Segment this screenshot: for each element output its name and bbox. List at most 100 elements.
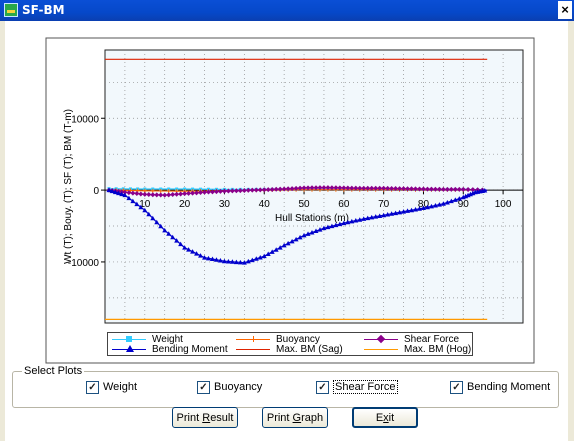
data-point-shear-force [409,186,415,192]
data-point-bending-moment [452,197,458,202]
data-point-bending-moment [116,190,122,196]
data-point-shear-force [174,191,180,197]
y-tick-label: -10000 [68,258,100,269]
print-result-button[interactable]: Print Result [172,407,238,428]
data-point-bending-moment [345,219,351,225]
plot-area [104,49,524,324]
data-point-shear-force [405,186,411,192]
data-point-shear-force [273,186,279,192]
data-point-shear-force [142,191,148,197]
exit-button[interactable]: Exit [352,407,418,428]
x-tick-label: 60 [338,199,350,210]
exit-text-end: it [388,412,395,424]
data-point-shear-force [265,187,271,193]
x-tick-label: 40 [259,199,271,210]
checkbox-check-icon[interactable]: ✓ [316,381,329,394]
data-point-shear-force [401,186,407,192]
data-point-shear-force [448,186,454,192]
data-point-bending-moment [405,208,411,213]
x-tick-label: 10 [139,199,151,210]
data-point-shear-force [416,186,422,192]
data-point-bending-moment [317,227,323,232]
data-point-shear-force [369,185,375,191]
data-point-bending-moment [377,213,383,218]
data-point-shear-force [257,187,263,193]
data-point-shear-force [249,187,255,193]
data-point-weight [191,187,195,191]
data-point-shear-force [202,189,208,195]
data-point-bending-moment [401,209,407,214]
checkbox-check-icon[interactable]: ✓ [450,381,463,394]
legend-max-bm-hog-line [364,349,398,350]
data-point-shear-force [194,190,200,196]
data-point-shear-force [297,185,303,191]
data-point-bending-moment [142,207,148,213]
data-point-bending-moment [381,212,387,218]
data-point-shear-force [213,189,219,195]
data-point-shear-force [373,185,379,191]
data-point-shear-force [277,186,283,192]
data-point-bending-moment [329,223,335,229]
data-point-shear-force [221,188,227,194]
data-point-bending-moment [301,232,307,238]
data-point-bending-moment [333,222,339,228]
legend-shear-force-label: Shear Force [404,334,460,345]
select-plots-title: Select Plots [22,365,85,377]
data-point-bending-moment [424,204,430,210]
data-point-bending-moment [213,257,219,262]
data-point-bending-moment [206,255,212,261]
close-button[interactable]: × [558,1,572,19]
data-point-bending-moment [277,245,283,250]
data-point-buoyancy [158,188,163,193]
x-tick-label: 90 [458,199,470,210]
x-axis-label: Hull Stations (m) [275,213,349,224]
exit-accesskey: x [383,412,389,424]
data-point-shear-force [301,185,307,191]
data-point-weight [183,187,187,191]
checkbox-check-icon[interactable]: ✓ [86,381,99,394]
data-point-bending-moment [138,204,144,210]
data-point-shear-force [122,189,128,195]
data-point-bending-moment [389,211,395,216]
data-point-bending-moment [337,221,343,227]
data-point-shear-force [126,190,132,196]
legend-weight-label: Weight [152,334,183,345]
buoyancy-checkbox-label[interactable]: Buoyancy [214,381,263,393]
weight-checkbox-label[interactable]: Weight [103,381,138,393]
data-point-shear-force [456,186,462,192]
data-point-shear-force [293,185,299,191]
data-point-shear-force [424,186,430,192]
plus-marker-icon [253,336,254,342]
data-point-shear-force [253,187,259,193]
data-point-bending-moment [130,198,136,204]
data-point-bending-moment [420,205,426,211]
shear-force-checkbox-label[interactable]: Shear Force [333,380,398,394]
data-point-shear-force [269,186,275,192]
data-point-bending-moment [397,209,403,215]
data-point-shear-force [146,192,152,198]
data-point-bending-moment [325,224,331,230]
y-axis-label: Wt (T); Bouy. (T); SF (T); BM (T-m) [63,109,74,264]
bending-moment-checkbox-label[interactable]: Bending Moment [467,381,551,393]
data-point-bending-moment [253,256,259,261]
checkbox-check-icon[interactable]: ✓ [197,381,210,394]
data-point-bending-moment [285,240,291,246]
data-point-shear-force [432,186,438,192]
data-point-shear-force [241,187,247,193]
exit-text: E [375,412,384,424]
data-point-shear-force [138,191,144,197]
data-point-bending-moment [217,257,223,263]
data-point-bending-moment [233,259,239,265]
data-point-shear-force [186,190,192,196]
data-point-bending-moment [221,258,227,264]
print-graph-button[interactable]: Print Graph [262,407,328,428]
data-point-shear-force [361,185,367,191]
data-point-bending-moment [341,220,347,226]
y-tick-label: 0 [93,186,99,197]
data-point-shear-force [217,188,223,194]
data-point-shear-force [229,188,235,194]
data-point-bending-moment [202,255,208,260]
data-point-bending-moment [365,215,371,221]
data-point-bending-moment [162,227,168,233]
data-point-bending-moment [170,234,176,240]
